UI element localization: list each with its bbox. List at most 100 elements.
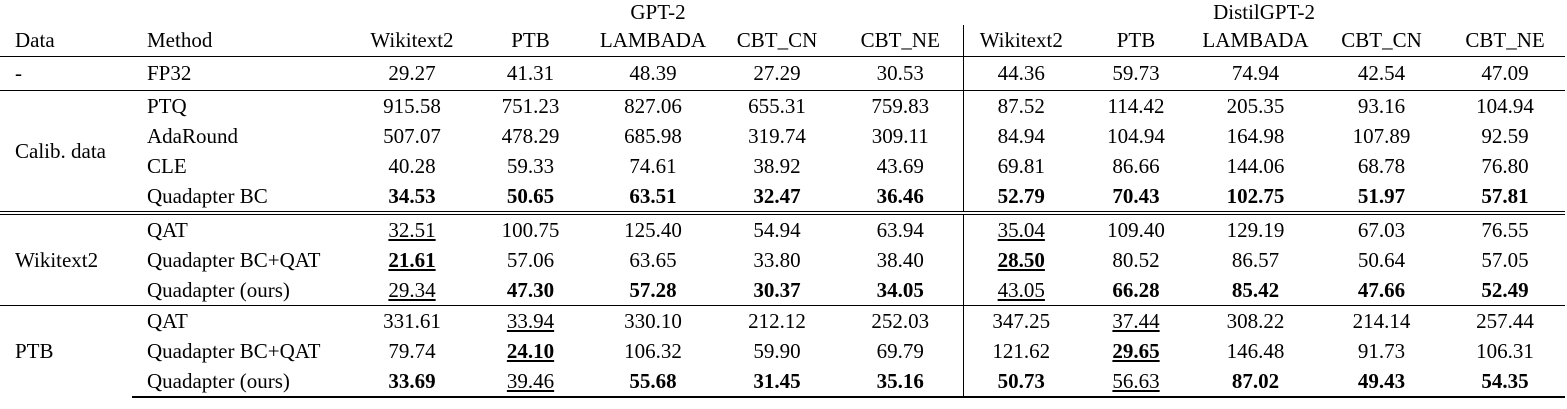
value-cell: 308.22: [1193, 305, 1319, 336]
value-cell: 50.64: [1318, 245, 1445, 275]
method: Quadapter BC: [147, 183, 268, 208]
value: 43.05: [997, 277, 1045, 302]
value: 507.07: [383, 123, 441, 148]
table-row: - FP32 29.27 41.31 48.39 27.29 30.53 44.36 59.73…: [0, 56, 1565, 91]
column-header: CBT_NE: [1445, 25, 1566, 57]
value-cell: 38.92: [716, 151, 838, 181]
table-row: PTB QAT 331.61 33.94 330.10 212.12 252.03 347.2…: [0, 305, 1566, 397]
value: 76.80: [1481, 153, 1529, 178]
value: 56.63: [1112, 368, 1160, 393]
value: 330.10: [624, 308, 682, 333]
value-cell: 52.79: [963, 181, 1079, 213]
value-cell: 33.80: [716, 245, 838, 275]
value-cell: 106.32: [590, 336, 716, 366]
value-cell: 43.69: [838, 151, 964, 181]
value-cell: 478.29: [471, 121, 590, 151]
value-cell: 35.04: [963, 211, 1080, 245]
results-table: GPT-2 DistilGPT-2 Data Method Wikitext2 PTB LA…: [0, 0, 1566, 398]
value: 121.62: [992, 338, 1051, 363]
value: 69.81: [997, 153, 1045, 178]
value: 36.46: [876, 183, 924, 208]
value: 68.78: [1357, 153, 1406, 178]
table-row: Wikitext2 QAT 32.51 100.75 125.40 54.94 63.94 3…: [0, 211, 1566, 306]
value-cell: 50.65: [471, 181, 590, 213]
value: 104.94: [1476, 93, 1534, 118]
value: 331.61: [383, 308, 441, 333]
value-cell: 30.37: [716, 275, 838, 306]
value: 29.27: [388, 61, 436, 85]
blank: [0, 0, 353, 25]
value-cell: 38.40: [838, 245, 964, 275]
value: 54.94: [753, 217, 801, 242]
value-cell: 31.45: [716, 366, 838, 398]
value-cell: 109.40: [1079, 211, 1194, 245]
value: 63.65: [629, 247, 677, 272]
value-cell: 80.52: [1079, 245, 1193, 275]
value: 47.66: [1357, 277, 1406, 302]
value-cell: 27.29: [716, 57, 838, 91]
value-cell: 52.49: [1445, 275, 1565, 306]
method: QAT: [132, 305, 353, 336]
column-header: Data: [0, 25, 132, 57]
value: 57.06: [506, 247, 555, 272]
value-cell: 331.61: [353, 305, 471, 336]
value-cell: 30.53: [838, 56, 964, 91]
value: 29.65: [1112, 338, 1160, 363]
value-cell: 86.66: [1079, 151, 1193, 181]
value: 164.98: [1226, 123, 1285, 148]
value: 125.40: [624, 217, 682, 242]
value: 107.89: [1352, 123, 1411, 148]
value: 93.16: [1357, 93, 1406, 118]
value: 42.54: [1357, 61, 1406, 85]
column-header: CBT_NE: [838, 25, 964, 57]
value: 57.81: [1481, 183, 1529, 208]
value: 63.51: [629, 183, 677, 208]
value-cell: 106.31: [1445, 336, 1565, 366]
value-cell: 48.39: [590, 57, 716, 91]
value-cell: 33.69: [353, 366, 471, 398]
value: 257.44: [1476, 308, 1534, 333]
value: 50.64: [1357, 247, 1406, 272]
value-cell: 85.42: [1193, 275, 1318, 306]
value: 308.22: [1226, 308, 1285, 333]
value: 35.04: [997, 217, 1045, 242]
value: 55.68: [629, 368, 677, 393]
method: CLE: [147, 153, 187, 178]
value: 48.39: [629, 61, 677, 85]
value-cell: 59.90: [716, 336, 838, 366]
value-cell: 144.06: [1193, 151, 1318, 181]
table-row: Quadapter BC 34.53 50.65 63.51 32.47 36.46 52.…: [0, 181, 1565, 213]
value-cell: 42.54: [1318, 57, 1445, 91]
value: 33.69: [388, 368, 436, 393]
value-cell: 29.34: [353, 275, 471, 306]
value-cell: 35.16: [838, 366, 964, 398]
column-header: Method: [132, 25, 353, 57]
value-cell: 827.06: [590, 90, 716, 121]
value-cell: 32.47: [716, 181, 838, 213]
value: 37.44: [1112, 308, 1160, 333]
value-cell: 24.10: [471, 336, 590, 366]
value: 102.75: [1226, 183, 1285, 208]
column-header: CBT_CN: [716, 25, 838, 57]
value-cell: 309.11: [838, 121, 964, 151]
value-cell: 751.23: [471, 90, 590, 121]
value-cell: 655.31: [716, 90, 838, 121]
value-cell: 125.40: [590, 211, 716, 245]
group-header-row: GPT-2 DistilGPT-2: [0, 0, 1565, 25]
value: 41.31: [506, 61, 555, 85]
value: 38.92: [753, 153, 801, 178]
value: 33.94: [506, 308, 555, 333]
value: 347.25: [992, 308, 1051, 333]
value: 655.31: [748, 93, 806, 118]
value-cell: 57.05: [1445, 245, 1565, 275]
value: 685.98: [624, 123, 682, 148]
value-cell: 41.31: [471, 57, 590, 91]
method: PTQ: [132, 90, 353, 121]
value: 59.73: [1112, 61, 1160, 85]
value-cell: 915.58: [353, 90, 471, 121]
value: 319.74: [748, 123, 806, 148]
table-row: AdaRound 507.07 478.29 685.98 319.74 309.11 84…: [0, 121, 1565, 151]
value: 67.03: [1357, 217, 1406, 242]
value-cell: 33.94: [471, 305, 590, 336]
value-cell: 93.16: [1318, 90, 1446, 121]
